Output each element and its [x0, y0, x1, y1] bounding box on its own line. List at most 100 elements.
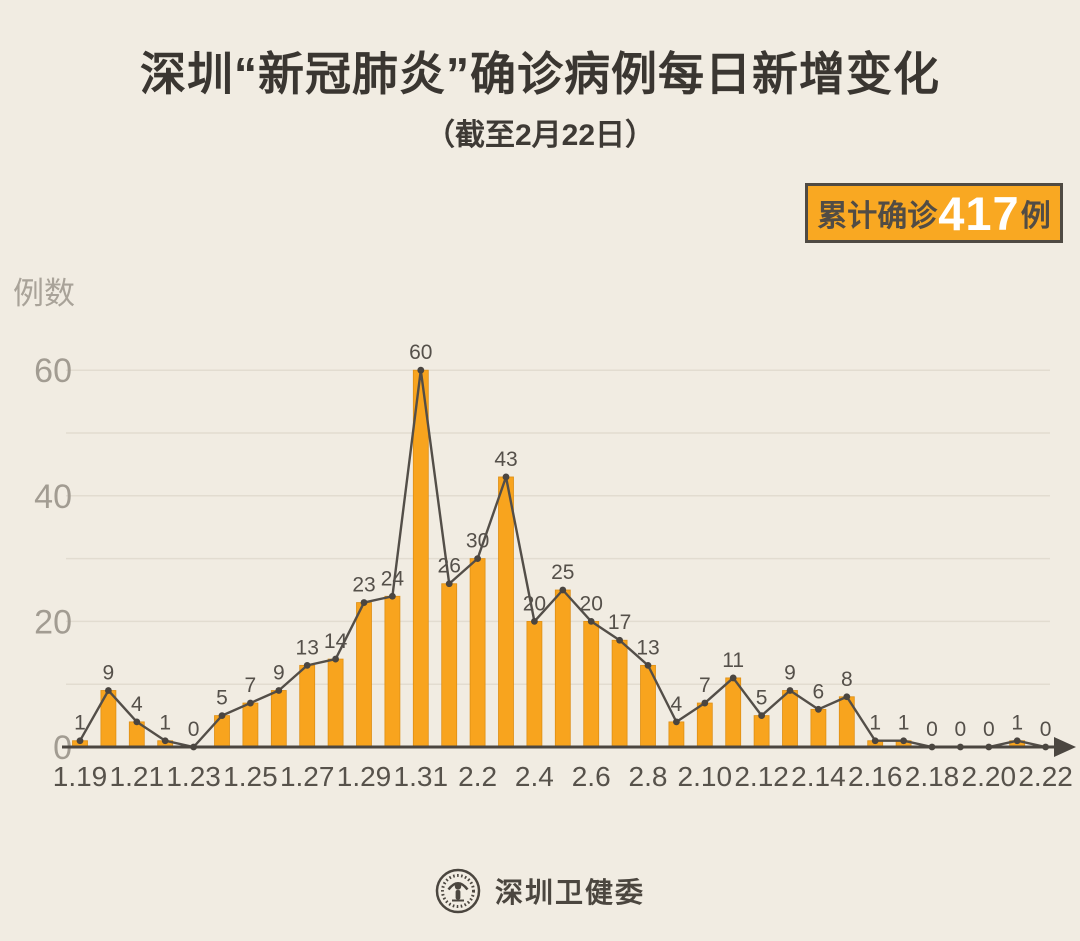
chart-text: 60	[34, 352, 72, 390]
value-label-2.4: 20	[523, 592, 546, 615]
value-label-2.3: 43	[494, 448, 517, 471]
marker-1.28	[332, 655, 339, 663]
y-axis-title: 例数	[13, 276, 75, 311]
marker-2.12	[758, 712, 765, 719]
x-tick-1.25: 1.25	[223, 761, 278, 792]
value-label-1.27: 13	[296, 636, 319, 659]
x-tick-2.20: 2.20	[962, 761, 1017, 792]
x-tick-2.18: 2.18	[905, 761, 960, 792]
x-tick-2.2: 2.2	[458, 761, 497, 792]
bar-2.3	[498, 476, 514, 748]
value-label-2.8: 13	[636, 636, 659, 659]
value-label-1.25: 7	[245, 674, 257, 697]
value-label-2.16: 1	[869, 712, 881, 735]
bar-2.11	[725, 677, 742, 748]
x-tick-2.10: 2.10	[678, 761, 733, 792]
value-label-2.10: 7	[699, 674, 711, 697]
x-tick-1.29: 1.29	[337, 761, 392, 792]
bar-1.30	[384, 595, 401, 748]
bar-1.25	[242, 702, 259, 748]
value-label-2.11: 11	[722, 649, 744, 672]
bar-2.1	[441, 583, 458, 748]
page-subtitle: （截至2月22日）	[424, 119, 656, 152]
bar-2.6	[583, 621, 600, 748]
value-label-2.21: 1	[1011, 712, 1023, 735]
x-tick-2.6: 2.6	[572, 761, 611, 792]
marker-2.14	[815, 705, 822, 713]
value-label-1.24: 5	[216, 687, 228, 710]
value-label-1.29: 23	[352, 574, 375, 597]
value-label-2.19: 0	[955, 718, 967, 741]
marker-2.8	[644, 661, 652, 669]
marker-1.31	[417, 366, 425, 374]
marker-2.5	[559, 586, 567, 594]
value-label-2.5: 25	[551, 561, 574, 584]
cumulative-total-badge: 累计确诊 417 例	[805, 183, 1063, 243]
marker-2.10	[701, 699, 709, 707]
x-tick-2.4: 2.4	[515, 761, 554, 792]
marker-1.29	[360, 599, 368, 606]
marker-1.20	[105, 687, 112, 694]
marker-2.4	[531, 618, 538, 625]
marker-1.26	[275, 687, 283, 694]
x-tick-1.19: 1.19	[53, 761, 108, 792]
marker-2.13	[786, 687, 794, 694]
bar-2.2	[469, 558, 486, 748]
value-label-2.18: 0	[926, 718, 938, 741]
marker-2.6	[587, 618, 595, 625]
marker-2.16	[871, 737, 879, 745]
value-label-2.15: 8	[841, 668, 853, 691]
chart-text: 40	[34, 478, 72, 516]
value-label-2.20: 0	[983, 718, 995, 741]
x-tick-1.27: 1.27	[280, 761, 335, 792]
marker-1.21	[133, 718, 141, 726]
org-logo-icon	[435, 868, 481, 914]
x-tick-2.16: 2.16	[848, 761, 903, 792]
value-label-2.2: 30	[466, 530, 489, 553]
value-label-1.31: 60	[409, 341, 432, 364]
bar-2.13	[782, 690, 798, 748]
bar-1.27	[299, 664, 316, 748]
bar-2.7	[611, 639, 628, 748]
x-tick-2.14: 2.14	[791, 761, 846, 792]
value-label-2.22: 0	[1040, 718, 1052, 741]
bar-2.5	[554, 589, 571, 748]
marker-1.22	[161, 737, 169, 745]
marker-2.7	[616, 636, 623, 644]
marker-2.3	[502, 473, 510, 481]
marker-2.21	[1013, 737, 1021, 745]
marker-2.9	[673, 718, 680, 726]
bar-2.4	[526, 621, 543, 748]
marker-2.15	[843, 693, 851, 701]
value-label-2.14: 6	[813, 680, 825, 703]
marker-1.24	[218, 712, 226, 719]
bar-1.31	[412, 369, 429, 748]
marker-1.25	[247, 699, 254, 707]
marker-1.30	[389, 592, 396, 600]
value-label-2.12: 5	[756, 687, 768, 710]
marker-2.1	[445, 580, 453, 588]
value-label-2.7: 17	[608, 611, 631, 634]
value-label-2.1: 26	[438, 555, 461, 578]
badge-prefix-text: 累计确诊	[817, 200, 938, 233]
bar-2.9	[668, 721, 685, 748]
bar-2.10	[696, 702, 713, 748]
x-tick-1.23: 1.23	[166, 761, 221, 792]
value-label-1.26: 9	[273, 661, 285, 684]
org-name: 深圳卫健委	[494, 877, 645, 908]
value-label-1.30: 24	[381, 567, 405, 590]
marker-1.19	[76, 737, 84, 745]
value-label-2.9: 4	[671, 693, 683, 716]
marker-2.2	[474, 555, 481, 562]
value-label-1.28: 14	[324, 630, 348, 653]
x-tick-2.12: 2.12	[734, 761, 789, 792]
marker-1.27	[303, 661, 311, 669]
badge-total-number: 417	[938, 186, 1020, 240]
x-axis-arrow-icon	[1054, 737, 1076, 757]
bar-2.12	[753, 715, 770, 748]
chart-text: 20	[34, 603, 72, 641]
marker-2.17	[900, 737, 907, 745]
bar-1.29	[356, 602, 372, 748]
value-label-1.20: 9	[103, 661, 115, 684]
